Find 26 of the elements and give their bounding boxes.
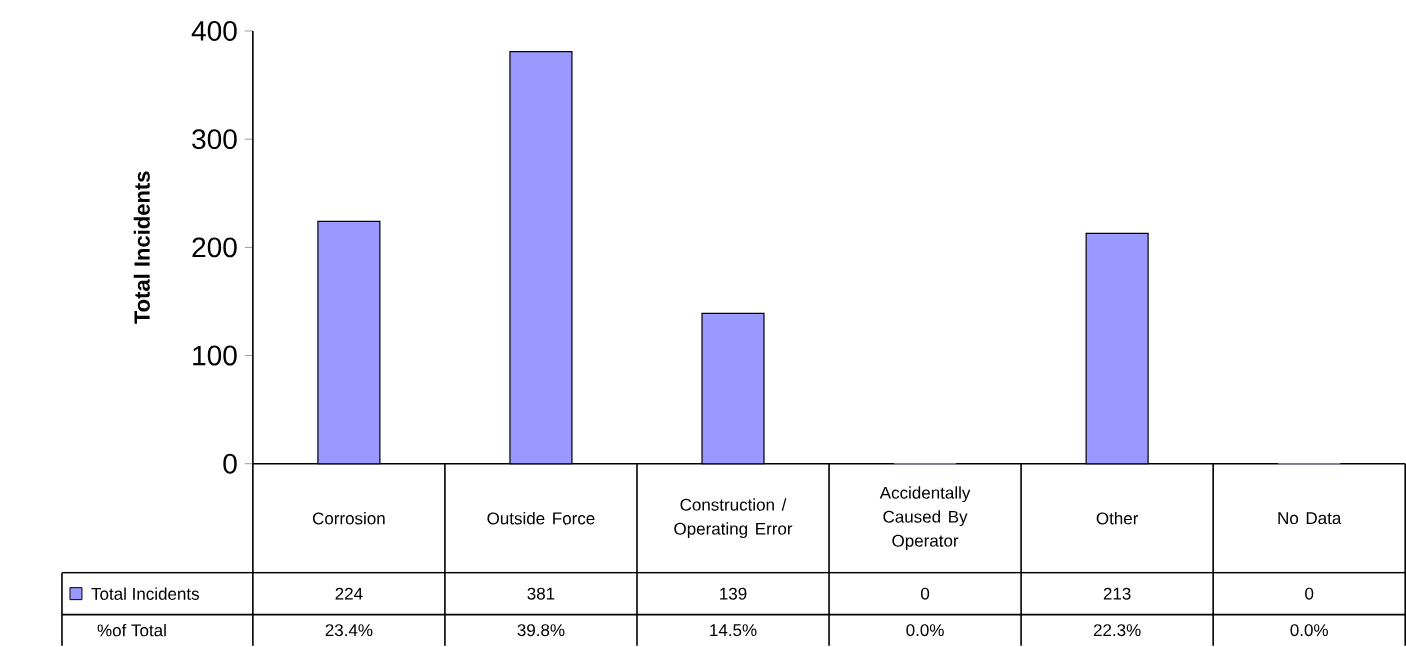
text: 23.4% [325,624,373,637]
text: 0.0% [906,624,944,637]
y-tick-label: 200 [192,237,237,258]
y-tick-label: 0 [223,453,237,474]
data-label: 381 [527,587,555,600]
x-tick-label: Other [1096,512,1139,525]
text: 39.8% [517,624,565,637]
data-label: 224 [335,587,363,600]
legend-label: Total Incidents [91,587,199,601]
y-tick-label: 400 [191,21,237,42]
x-tick-label: Outside Force [487,512,595,525]
data-label: 0 [1305,587,1314,600]
x-tick-label: Construction / Operating Error [674,498,793,539]
y-tick-label: 100 [193,345,237,366]
data-label: 139 [720,587,747,600]
data-label: 0 [921,587,930,600]
y-tick-label: 300 [192,129,237,150]
x-tick-label: No Data [1278,512,1342,525]
text: 14.5% [710,624,757,637]
text: 22.3% [1093,624,1141,637]
y-axis-title: Total Incidents [133,171,150,325]
x-tick-label: Corrosion [312,512,385,525]
text: 0.0% [1290,624,1328,637]
text: %of Total [97,624,166,637]
data-label: 213 [1103,587,1131,600]
x-tick-label: Accidentally Caused By Operator [879,486,971,551]
